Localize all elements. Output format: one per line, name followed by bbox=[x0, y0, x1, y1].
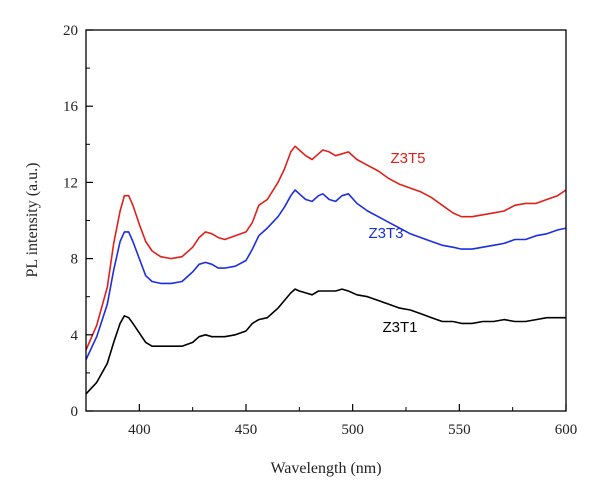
x-tick-label: 550 bbox=[448, 422, 471, 438]
y-tick-label: 4 bbox=[71, 328, 79, 344]
x-tick-label: 600 bbox=[555, 422, 578, 438]
series-line-z3t1 bbox=[85, 288, 566, 395]
label-z3t3: Z3T3 bbox=[368, 225, 403, 242]
series-layer bbox=[85, 145, 567, 395]
x-axis-title: Wavelength (nm) bbox=[270, 460, 381, 477]
x-tick-label: 450 bbox=[235, 422, 258, 438]
y-tick-label: 16 bbox=[63, 99, 79, 115]
series-line-z3t3 bbox=[85, 189, 567, 360]
ticks-layer: 400 450 500 550 600 0 4 8 12 16 20 bbox=[63, 23, 577, 438]
y-tick-label: 20 bbox=[63, 23, 78, 39]
x-tick-label: 500 bbox=[341, 422, 364, 438]
label-z3t5: Z3T5 bbox=[390, 150, 425, 167]
y-tick-label: 12 bbox=[63, 175, 78, 191]
series-line-z3t5 bbox=[85, 145, 567, 351]
y-axis-title: PL intensity (a.u.) bbox=[24, 163, 41, 278]
y-tick-label: 0 bbox=[71, 404, 79, 420]
plot-frame bbox=[85, 29, 567, 412]
label-z3t1: Z3T1 bbox=[382, 319, 417, 336]
x-tick-label: 400 bbox=[128, 422, 151, 438]
y-tick-label: 8 bbox=[71, 252, 79, 268]
